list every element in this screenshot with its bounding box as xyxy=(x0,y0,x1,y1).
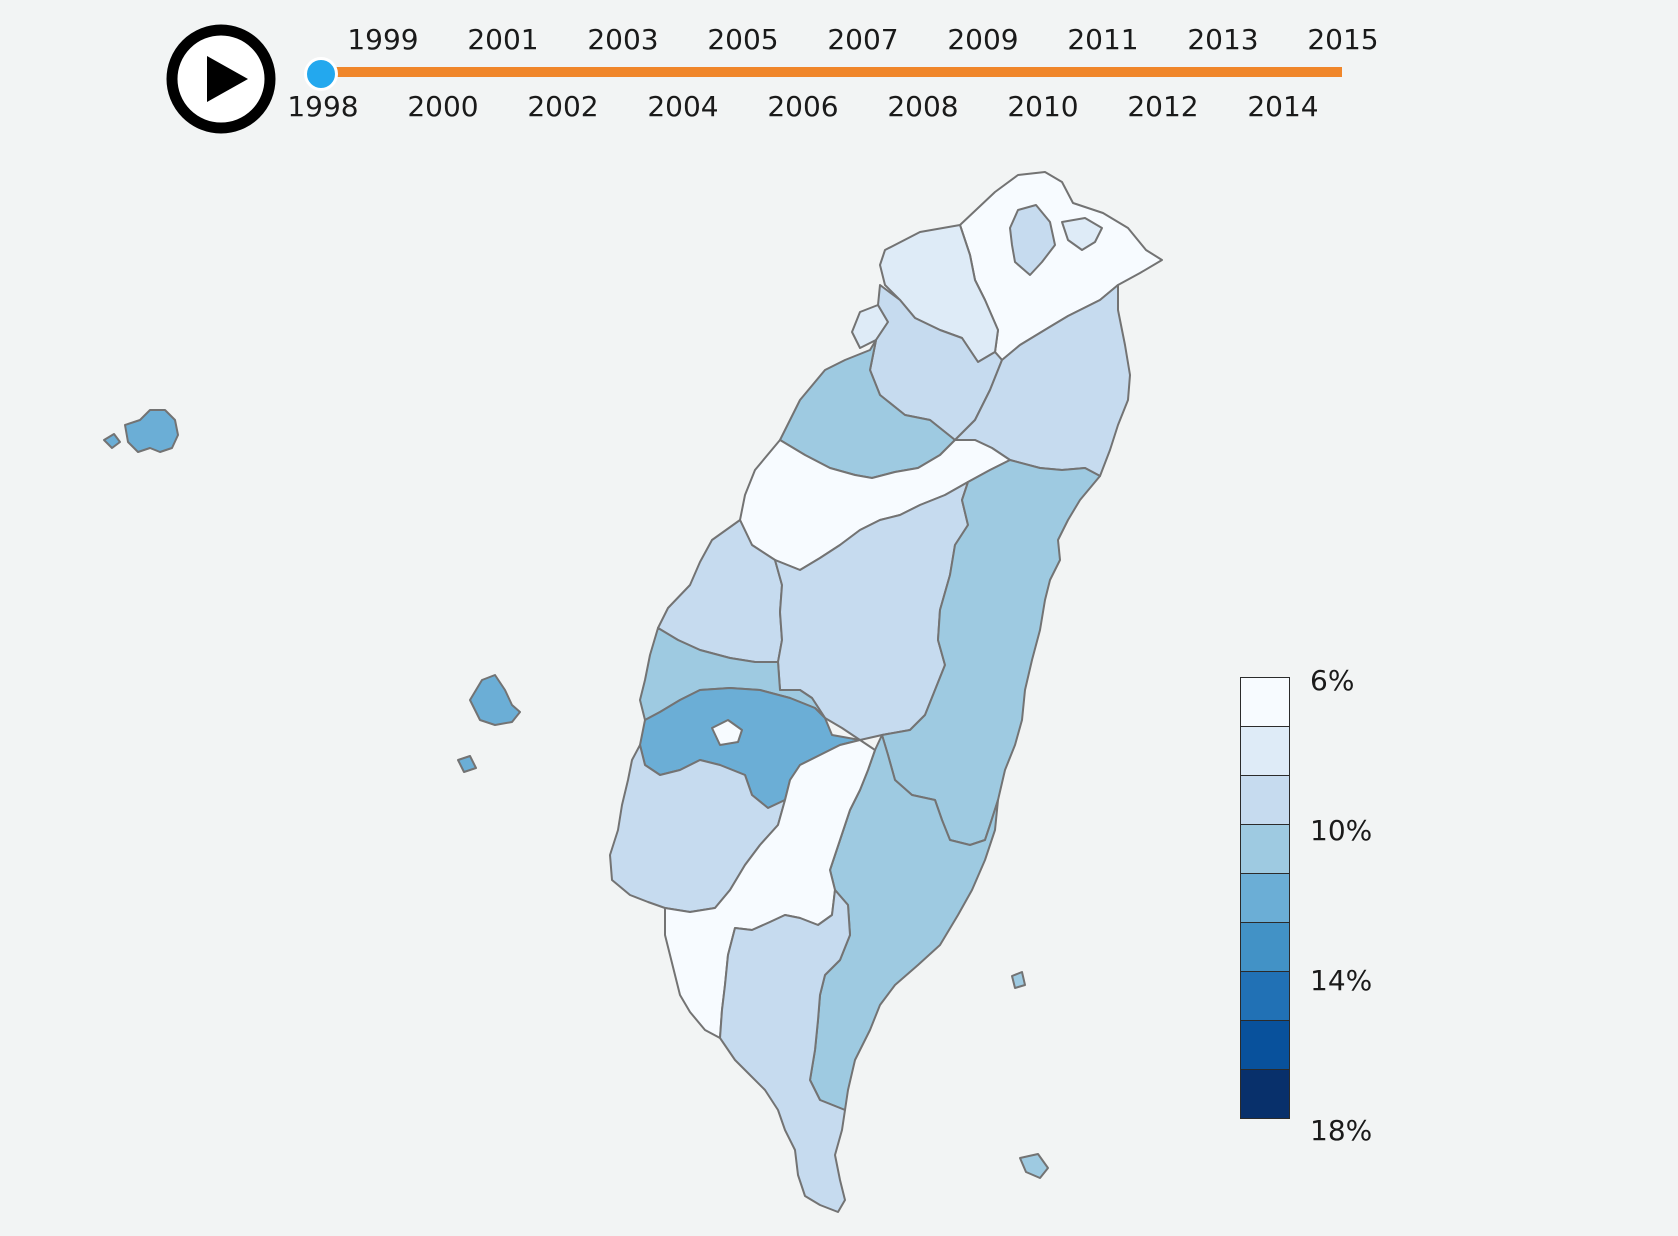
legend-bin xyxy=(1240,824,1290,874)
year-label-2002[interactable]: 2002 xyxy=(527,90,599,123)
region-keelung[interactable] xyxy=(1061,217,1103,251)
year-label-2004[interactable]: 2004 xyxy=(647,90,719,123)
legend-bin xyxy=(1240,922,1290,972)
legend-tick: 14% xyxy=(1310,964,1373,997)
region-kinmen-small[interactable] xyxy=(457,755,477,773)
play-button[interactable] xyxy=(166,24,276,134)
region-pingtung[interactable] xyxy=(719,889,851,1213)
year-label-2001[interactable]: 2001 xyxy=(467,23,539,56)
year-timeline: 1998 2000 2002 2004 2006 2008 2010 2012 2014 1999… xyxy=(0,0,1678,150)
year-label-1998[interactable]: 1998 xyxy=(287,90,359,123)
legend-bin xyxy=(1240,726,1290,776)
year-label-2010[interactable]: 2010 xyxy=(1007,90,1079,123)
legend-bin xyxy=(1240,873,1290,923)
year-label-2003[interactable]: 2003 xyxy=(587,23,659,56)
region-kinmen[interactable] xyxy=(469,674,521,726)
legend-bins xyxy=(1240,677,1290,1119)
year-label-2014[interactable]: 2014 xyxy=(1247,90,1319,123)
legend-bin xyxy=(1240,1069,1290,1119)
region-penghu[interactable] xyxy=(124,409,179,453)
legend-bin xyxy=(1240,971,1290,1021)
year-label-2000[interactable]: 2000 xyxy=(407,90,479,123)
year-label-2007[interactable]: 2007 xyxy=(827,23,899,56)
legend-tick: 10% xyxy=(1310,814,1373,847)
legend-bin xyxy=(1240,677,1290,727)
legend-bin xyxy=(1240,775,1290,825)
region-taipei[interactable] xyxy=(1009,204,1056,276)
timeline-handle[interactable] xyxy=(304,57,338,91)
year-label-2008[interactable]: 2008 xyxy=(887,90,959,123)
year-label-2015[interactable]: 2015 xyxy=(1307,23,1379,56)
timeline-track[interactable] xyxy=(322,67,1342,77)
color-legend: 6% 10% 14% 18% xyxy=(1240,664,1372,1147)
region-chiayi-city[interactable] xyxy=(711,719,743,746)
year-label-1999[interactable]: 1999 xyxy=(347,23,419,56)
legend-bin xyxy=(1240,1020,1290,1070)
year-label-2012[interactable]: 2012 xyxy=(1127,90,1199,123)
legend-tick: 18% xyxy=(1310,1114,1373,1147)
region-green-island[interactable] xyxy=(1011,971,1026,989)
year-label-2005[interactable]: 2005 xyxy=(707,23,779,56)
region-penghu-small[interactable] xyxy=(103,433,121,449)
year-label-2013[interactable]: 2013 xyxy=(1187,23,1259,56)
legend-tick: 6% xyxy=(1310,664,1355,697)
year-label-2011[interactable]: 2011 xyxy=(1067,23,1139,56)
year-label-2006[interactable]: 2006 xyxy=(767,90,839,123)
play-icon xyxy=(166,24,276,134)
year-label-2009[interactable]: 2009 xyxy=(947,23,1019,56)
region-orchid-island[interactable] xyxy=(1019,1153,1049,1179)
